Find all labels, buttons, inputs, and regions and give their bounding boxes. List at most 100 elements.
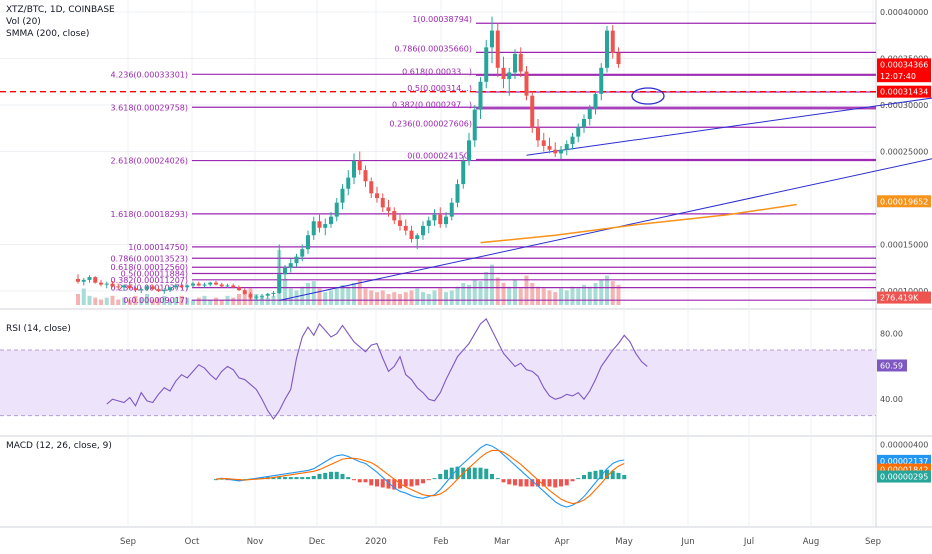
macd-histogram-bar [427, 479, 431, 480]
candle-body [467, 140, 471, 160]
volume-bar [542, 289, 546, 306]
candle-body [289, 263, 293, 268]
symbol-title[interactable]: XTZ/BTC, 1D, COINBASE [6, 4, 115, 16]
candle-body [594, 94, 598, 109]
price-badge-label: 0.00031434 [880, 88, 928, 97]
volume-bar [76, 294, 80, 305]
candle-body [323, 224, 327, 228]
time-axis-label: Sep [865, 537, 881, 547]
volume-bar [530, 283, 534, 305]
macd-pane-title[interactable]: MACD (12, 26, close, 9) [6, 441, 112, 451]
candle-body [490, 31, 494, 48]
macd-histogram-bar [323, 473, 327, 479]
annotation-ellipse[interactable] [632, 88, 664, 104]
candle-body [180, 285, 184, 287]
volume-bar [266, 298, 270, 305]
candle-body [352, 161, 356, 178]
time-axis-label: Sep [120, 537, 136, 547]
macd-histogram-bar [444, 470, 448, 479]
candle-body [450, 203, 454, 217]
macd-histogram-bar [404, 479, 408, 486]
rsi-band [0, 350, 876, 416]
volume-bar [323, 292, 327, 305]
candle-body [116, 286, 120, 287]
macd-line [216, 444, 624, 507]
candle-body [444, 217, 448, 224]
candle-body [231, 285, 235, 287]
candle-body [329, 217, 333, 224]
smma-indicator-label[interactable]: SMMA (200, close) [6, 28, 115, 40]
candle-body [588, 109, 592, 119]
volume-bar [369, 290, 373, 305]
trend-line[interactable] [279, 70, 932, 301]
macd-histogram-bar [582, 475, 586, 479]
volume-bar [99, 300, 103, 306]
volume-bar [352, 283, 356, 305]
volume-bar [105, 298, 109, 305]
macd-histogram-bar [507, 479, 511, 484]
candle-body [191, 284, 195, 286]
volume-bar [289, 289, 293, 306]
fib-level-label: 1(0.00014750) [128, 243, 188, 252]
volume-bar [375, 292, 379, 305]
candle-body [277, 274, 281, 293]
candle-body [266, 294, 270, 296]
volume-bar [398, 294, 402, 305]
volume-bar [496, 278, 500, 306]
volume-bar [364, 289, 368, 306]
candle-body [283, 268, 287, 275]
main-legend: XTZ/BTC, 1D, COINBASE Vol (20) SMMA (200… [6, 4, 115, 40]
volume-bar [427, 294, 431, 305]
candle-body [565, 144, 569, 150]
candle-body [461, 161, 465, 184]
macd-histogram-bar [484, 469, 488, 479]
volume-bar [197, 298, 201, 305]
candle-body [318, 221, 322, 228]
time-axis-label: Jul [743, 537, 754, 547]
rsi-pane-title[interactable]: RSI (14, close) [6, 324, 71, 334]
candle-body [157, 289, 161, 291]
macd-histogram-bar [433, 478, 437, 479]
volume-bar [381, 290, 385, 305]
candle-body [364, 170, 368, 181]
volume-bar [559, 289, 563, 306]
candle-body [519, 54, 523, 72]
volume-bar [329, 290, 333, 305]
volume-bar [571, 287, 575, 305]
candle-body [254, 297, 258, 298]
time-axis-label: Mar [494, 537, 511, 547]
candle-body [473, 110, 477, 141]
candle-body [571, 137, 575, 144]
price-badge-label: 0.00019652 [880, 197, 928, 206]
macd-histogram-bar [295, 477, 299, 479]
volume-indicator-label[interactable]: Vol (20) [6, 16, 115, 28]
fib-level-label: 0.786(0.00035660) [395, 44, 473, 53]
candle-body [99, 283, 103, 285]
fib-level-label: 1(0.00038794) [412, 15, 472, 24]
time-axis-label: Apr [555, 537, 570, 547]
candle-body [415, 235, 419, 239]
candle-body [226, 285, 230, 286]
candle-body [392, 211, 396, 220]
volume-bar [513, 279, 517, 305]
volume-bar [548, 290, 552, 305]
candle-body [456, 184, 460, 203]
time-axis-label: Feb [433, 537, 448, 547]
candle-body [605, 31, 609, 68]
macd-histogram-bar [312, 476, 316, 479]
macd-histogram-bar [277, 477, 281, 479]
volume-bar [410, 290, 414, 305]
candle-body [312, 221, 316, 235]
volume-bar [450, 290, 454, 305]
price-badge-label: 276.419K [880, 294, 919, 303]
volume-bar [346, 287, 350, 305]
volume-bar [421, 292, 425, 305]
macd-histogram-bar [479, 468, 483, 479]
macd-histogram-bar [548, 479, 552, 486]
candle-body [433, 215, 437, 221]
volume-bar [93, 298, 97, 305]
macd-histogram-bar [617, 473, 621, 479]
macd-histogram-bar [559, 479, 563, 486]
volume-bar [88, 296, 92, 305]
